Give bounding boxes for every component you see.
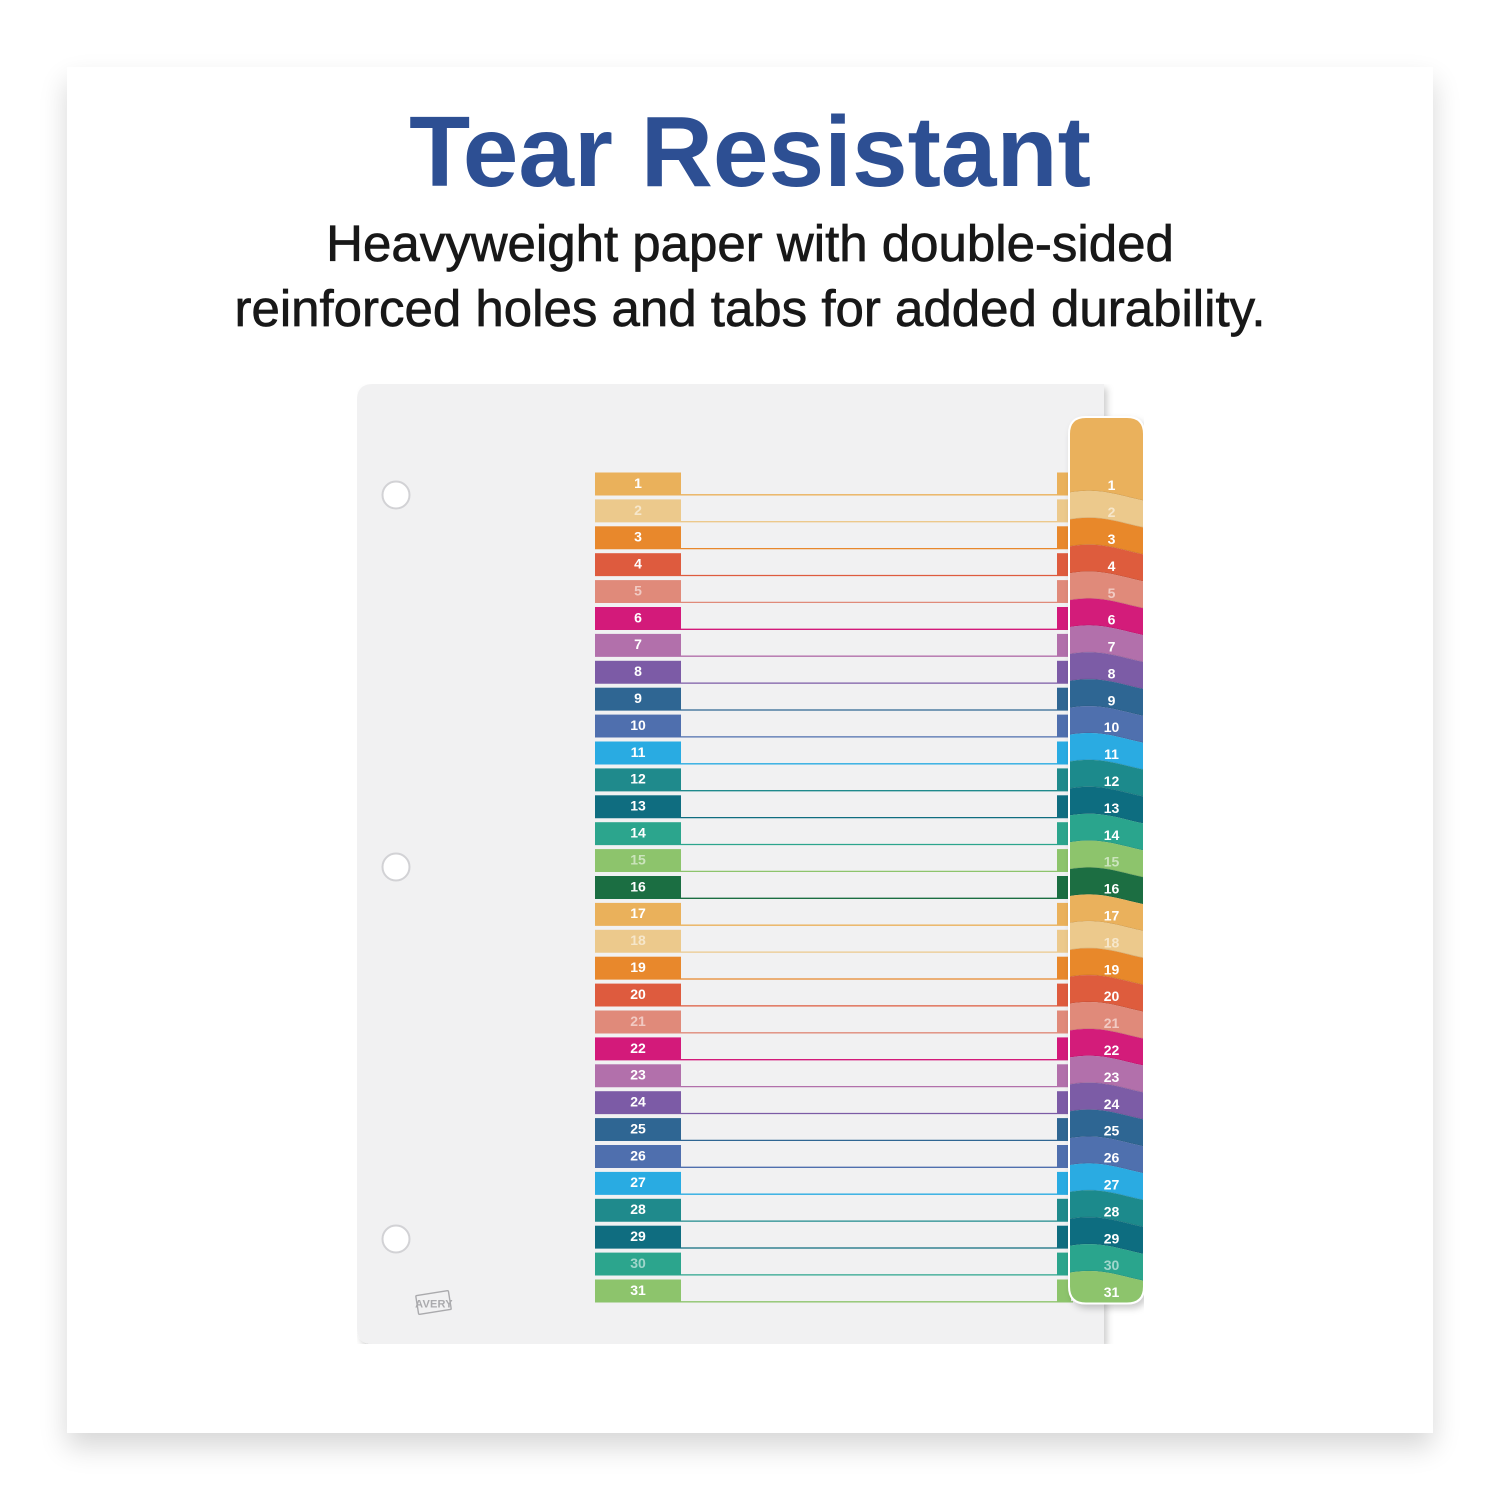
svg-text:23: 23	[630, 1067, 646, 1083]
svg-text:27: 27	[1104, 1177, 1120, 1193]
svg-text:19: 19	[1104, 961, 1120, 977]
svg-text:17: 17	[630, 905, 646, 921]
svg-text:3: 3	[1108, 531, 1116, 547]
svg-text:28: 28	[630, 1201, 646, 1217]
svg-text:11: 11	[631, 744, 646, 760]
svg-text:9: 9	[1108, 692, 1116, 708]
svg-text:4: 4	[1108, 558, 1116, 574]
svg-text:31: 31	[630, 1282, 646, 1298]
svg-text:25: 25	[630, 1120, 646, 1136]
svg-text:9: 9	[634, 690, 642, 706]
svg-text:16: 16	[630, 878, 646, 894]
svg-text:30: 30	[1104, 1257, 1120, 1273]
svg-text:22: 22	[630, 1040, 646, 1056]
svg-text:1: 1	[634, 475, 642, 491]
svg-text:15: 15	[1104, 854, 1120, 870]
svg-text:6: 6	[1108, 612, 1116, 628]
svg-text:2: 2	[1108, 504, 1116, 520]
svg-text:17: 17	[1104, 908, 1120, 924]
svg-text:20: 20	[1104, 988, 1120, 1004]
svg-text:14: 14	[1104, 827, 1120, 843]
svg-text:5: 5	[634, 582, 642, 598]
svg-text:28: 28	[1104, 1203, 1120, 1219]
svg-text:30: 30	[630, 1255, 646, 1271]
svg-text:18: 18	[630, 932, 646, 948]
svg-text:8: 8	[1108, 665, 1116, 681]
svg-text:4: 4	[634, 556, 642, 572]
svg-text:31: 31	[1104, 1284, 1120, 1300]
svg-text:13: 13	[1104, 800, 1120, 816]
svg-text:15: 15	[630, 851, 646, 867]
svg-text:19: 19	[630, 959, 646, 975]
svg-text:8: 8	[634, 663, 642, 679]
svg-text:3: 3	[634, 529, 642, 545]
svg-text:20: 20	[630, 986, 646, 1002]
svg-text:21: 21	[630, 1013, 646, 1029]
svg-text:10: 10	[1104, 719, 1120, 735]
svg-text:7: 7	[634, 636, 642, 652]
svg-text:21: 21	[1104, 1015, 1120, 1031]
svg-text:18: 18	[1104, 934, 1120, 950]
svg-text:23: 23	[1104, 1069, 1120, 1085]
svg-text:24: 24	[1104, 1096, 1120, 1112]
svg-text:5: 5	[1108, 585, 1116, 601]
svg-text:26: 26	[630, 1147, 646, 1163]
svg-text:29: 29	[1104, 1230, 1120, 1246]
svg-text:27: 27	[630, 1174, 646, 1190]
svg-text:7: 7	[1108, 639, 1116, 655]
svg-text:10: 10	[630, 717, 646, 733]
svg-text:12: 12	[1104, 773, 1120, 789]
svg-text:AVERY: AVERY	[415, 1299, 453, 1311]
svg-text:1: 1	[1108, 477, 1116, 493]
svg-text:11: 11	[1104, 746, 1119, 762]
svg-text:26: 26	[1104, 1150, 1120, 1166]
svg-text:25: 25	[1104, 1123, 1120, 1139]
svg-text:16: 16	[1104, 881, 1120, 897]
svg-text:6: 6	[634, 609, 642, 625]
svg-text:13: 13	[630, 798, 646, 814]
svg-text:24: 24	[630, 1094, 646, 1110]
svg-text:12: 12	[630, 771, 646, 787]
svg-text:14: 14	[630, 825, 646, 841]
svg-text:2: 2	[634, 502, 642, 518]
svg-text:29: 29	[630, 1228, 646, 1244]
svg-text:22: 22	[1104, 1042, 1120, 1058]
